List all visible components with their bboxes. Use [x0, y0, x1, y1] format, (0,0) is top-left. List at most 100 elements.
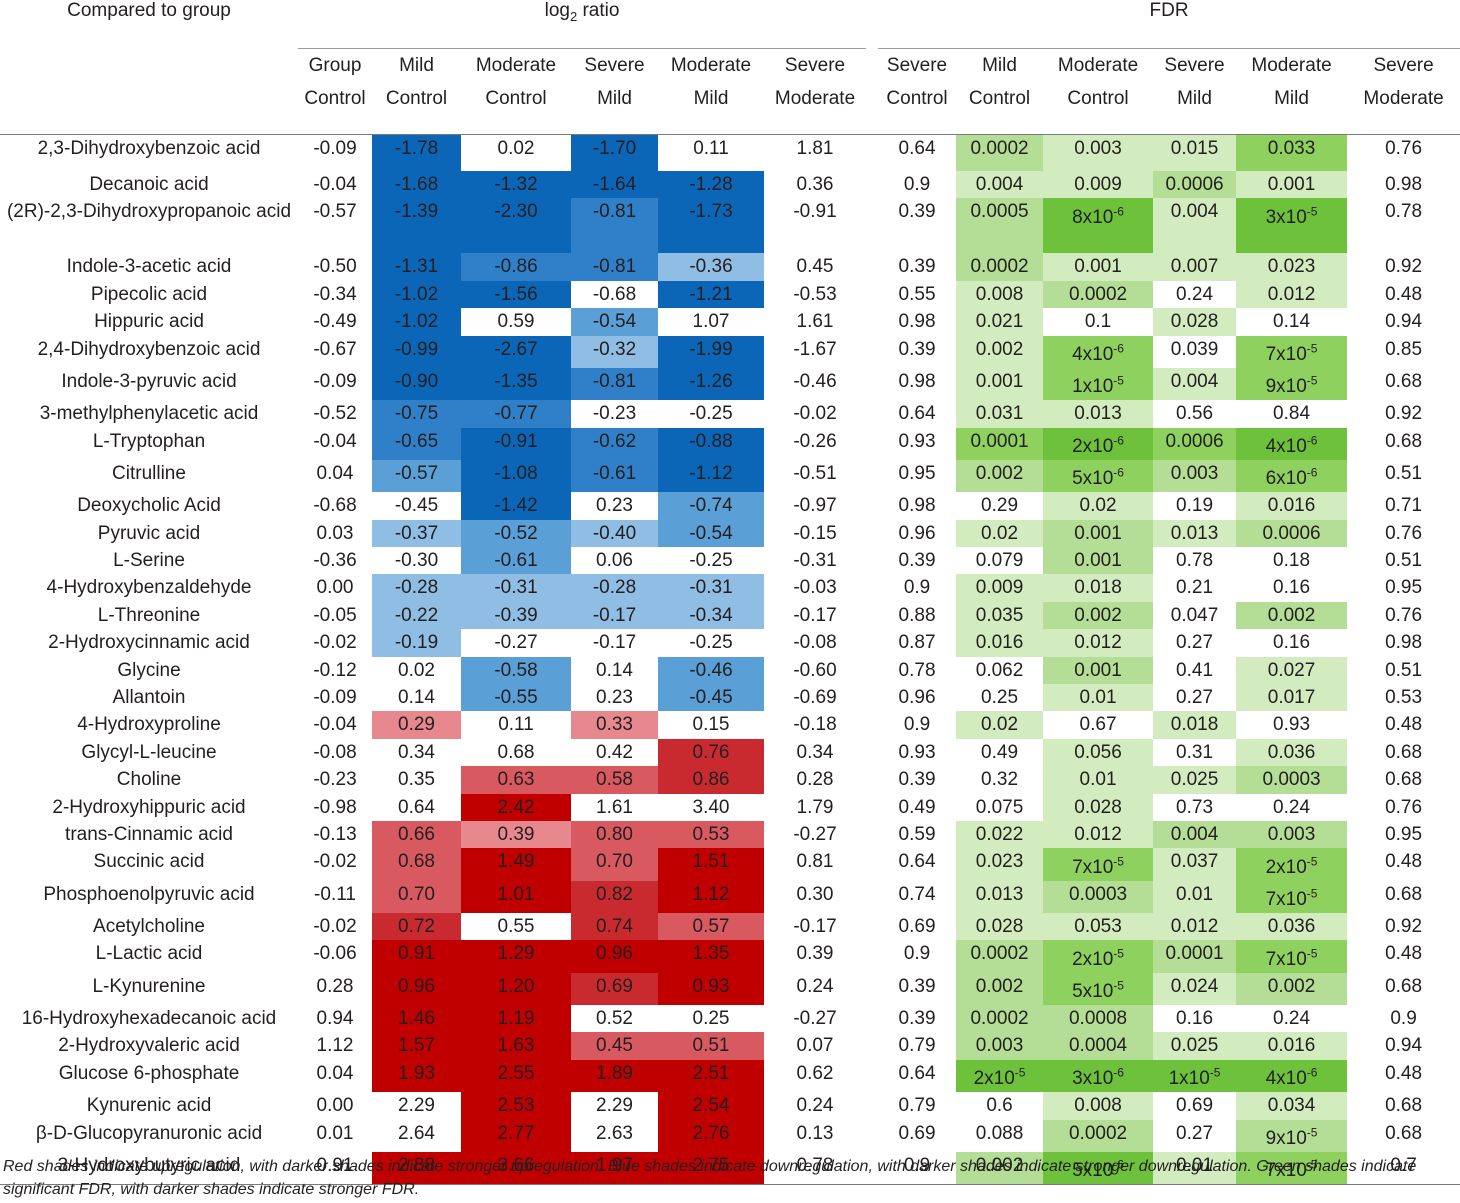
- table-row: Pipecolic acid -0.34 -1.02 -1.56 -0.68 -1.21 -…: [0, 280, 1460, 309]
- compound-name: Deoxycholic Acid: [77, 495, 221, 517]
- column-header-bottom: Mild: [693, 87, 729, 109]
- table-row: Indole-3-acetic acid -0.50 -1.31 -0.86 -0.81…: [0, 253, 1460, 281]
- cell-value: 5x10-6: [1072, 1157, 1124, 1182]
- log2-cell: -0.34: [313, 283, 357, 305]
- fdr-cell: 0.036: [1236, 738, 1348, 767]
- log2-cell: -0.91: [793, 201, 837, 223]
- fdr-column-header: Severe Mild: [1153, 48, 1237, 135]
- log2-cell: 0.63: [461, 766, 571, 794]
- fdr-cell: 0.021: [956, 308, 1044, 336]
- column-header-top: Severe: [584, 54, 645, 76]
- log2-cell: -1.02: [372, 280, 461, 309]
- log2-cell: 1.35: [658, 940, 764, 973]
- table-row: Decanoic acid -0.04 -1.68 -1.32 -1.64 -1.28 0.…: [0, 171, 1460, 199]
- fdr-cell: 0.51: [1385, 550, 1423, 572]
- log2-cell: 3.66: [461, 1151, 571, 1186]
- log2-cell: 0.11: [693, 137, 729, 159]
- log2-cell: 1.93: [372, 1059, 461, 1093]
- log2-cell: 0.93: [658, 972, 764, 1006]
- fdr-cell: 0.012: [1236, 280, 1348, 309]
- fdr-cell: 0.01: [1153, 880, 1237, 913]
- fdr-cell: 0.84: [1273, 403, 1311, 425]
- log2-cell: -1.39: [372, 198, 461, 254]
- column-header-bottom: Control: [886, 87, 948, 109]
- column-gap: [866, 973, 878, 1005]
- log2-cell: 0.86: [658, 766, 764, 794]
- fdr-cell: 0.0003: [1043, 880, 1154, 913]
- column-header-bottom: Mild: [1274, 87, 1309, 109]
- fdr-cell: 0.41: [1176, 659, 1214, 681]
- compound-name: β-D-Glucopyranuronic acid: [35, 1122, 263, 1144]
- table-row: 3-methylphenylacetic acid -0.52 -0.75 -0.77…: [0, 400, 1460, 428]
- compound-name: L-Serine: [113, 550, 185, 572]
- log2-cell: 0.14: [596, 659, 633, 681]
- log2-cell: -1.70: [571, 134, 658, 171]
- fdr-cell: 0.002: [956, 1151, 1044, 1186]
- log2-cell: 0.23: [596, 687, 633, 708]
- log2-cell: 1.79: [796, 796, 834, 818]
- log2-cell: -0.75: [372, 400, 461, 428]
- log2-cell: -0.81: [571, 367, 658, 401]
- fdr-cell: 0.98: [898, 495, 936, 517]
- log2-cell: -0.05: [313, 604, 357, 626]
- log2-cell: -0.04: [313, 714, 357, 736]
- log2-cell: 0.33: [571, 711, 658, 739]
- compound-name: Glycine: [117, 659, 181, 681]
- log2-cell: -1.31: [372, 253, 461, 281]
- fdr-cell: 0.016: [956, 629, 1044, 657]
- fdr-cell: 0.02: [956, 519, 1044, 548]
- table-row: Glucose 6-phosphate 0.04 1.93 2.55 1.89 2.51 0…: [0, 1059, 1460, 1093]
- log2-cell: -0.28: [372, 574, 461, 602]
- fdr-cell: 0.39: [898, 975, 936, 997]
- log2-cell: -0.03: [793, 577, 837, 599]
- fdr-cell: 0.0006: [1236, 519, 1348, 548]
- compound-name: Acetylcholine: [93, 916, 205, 937]
- fdr-cell: 0.023: [956, 848, 1044, 881]
- fdr-cell: 0.74: [898, 883, 936, 905]
- table-row: L-Tryptophan -0.04 -0.65 -0.91 -0.62 -0.88 -0.…: [0, 427, 1460, 460]
- fdr-cell: 0.39: [898, 201, 936, 223]
- fdr-cell: 0.78: [898, 659, 936, 681]
- log2-cell: 0.74: [571, 913, 658, 941]
- fdr-cell: 7x10-5: [1236, 1151, 1348, 1186]
- column-gap: [866, 308, 878, 335]
- table-row: L-Serine -0.36 -0.30 -0.61 0.06 -0.25 -0.31 0.3…: [0, 547, 1460, 575]
- log2-cell: -0.68: [592, 283, 637, 305]
- log2-cell: 0.51: [658, 1032, 764, 1060]
- fdr-cell: 8x10-6: [1043, 198, 1154, 254]
- fdr-cell: 0.024: [1153, 972, 1237, 1006]
- fdr-cell: 0.0006: [1153, 171, 1237, 199]
- log2-cell: -0.86: [461, 253, 571, 281]
- fdr-cell: 0.018: [1043, 574, 1154, 602]
- fdr-cell: 0.27: [1176, 687, 1214, 708]
- fdr-cell: 7x10-5: [1236, 335, 1348, 368]
- fdr-cell: 0.9: [903, 577, 931, 599]
- fdr-cell: 1x10-5: [1153, 1059, 1237, 1093]
- fdr-cell: 0.98: [898, 311, 936, 333]
- fdr-cell: 0.02: [1043, 492, 1154, 520]
- log2-cell: 0.68: [497, 741, 535, 763]
- log2-cell: -0.17: [571, 601, 658, 630]
- fdr-cell: 6x10-6: [1236, 459, 1348, 493]
- fdr-cell: 0.92: [1385, 916, 1423, 937]
- log2-cell: -0.11: [314, 883, 356, 905]
- log2-cell: 0.28: [796, 769, 834, 791]
- log2-cell: -0.23: [313, 769, 357, 791]
- log2-cell: -0.46: [793, 370, 837, 392]
- fdr-cell: 0.93: [898, 741, 936, 763]
- log2-cell: 0.24: [796, 1095, 834, 1117]
- fdr-cell: 0.51: [1385, 462, 1423, 484]
- table-row: Glycine -0.12 0.02 -0.58 0.14 -0.46 -0.60 0.78 0…: [0, 656, 1460, 684]
- log2-cell: 0.39: [461, 820, 571, 849]
- fdr-cell: 0.013: [956, 880, 1044, 913]
- column-gap: [866, 1032, 878, 1059]
- column-gap: [866, 574, 878, 601]
- fdr-cell: 0.68: [1385, 975, 1423, 997]
- log2-cell: -1.26: [658, 367, 764, 401]
- table-row: β-D-Glucopyranuronic acid 0.01 2.64 2.77 2.6…: [0, 1119, 1460, 1152]
- fdr-cell: 0.24: [1176, 283, 1214, 305]
- log2-cell: -1.99: [658, 335, 764, 368]
- compound-name: Glucose 6-phosphate: [58, 1062, 240, 1084]
- column-header-top: Severe: [1373, 54, 1434, 76]
- fdr-cell: 0.004: [1153, 367, 1237, 401]
